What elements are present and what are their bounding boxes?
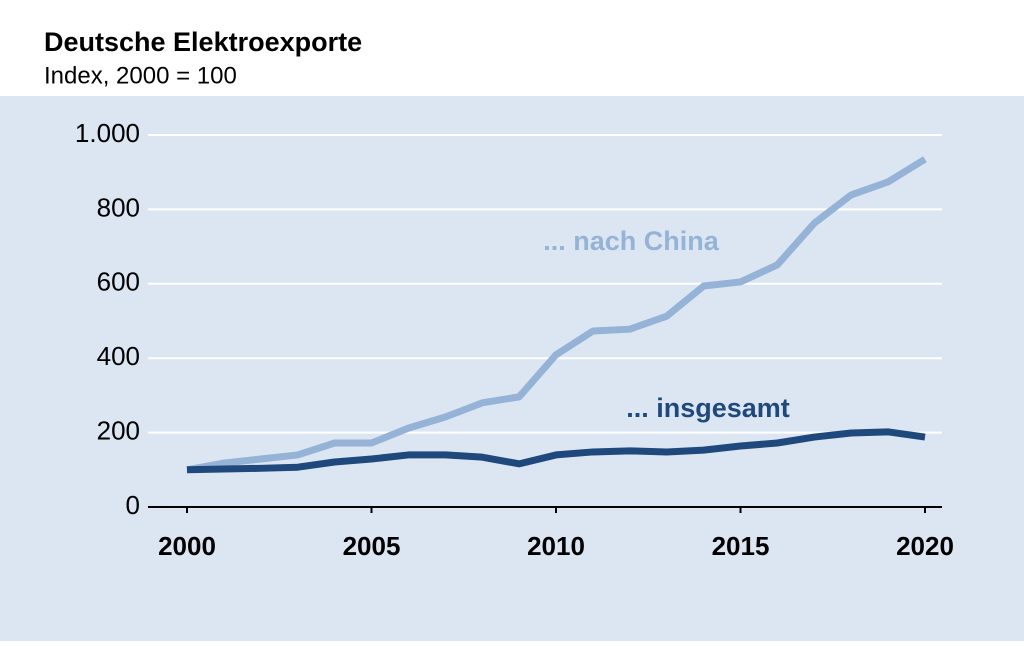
x-tick-label: 2000: [158, 531, 216, 561]
x-tick-label: 2010: [527, 531, 585, 561]
series-label: ... insgesamt: [626, 393, 790, 423]
chart-subtitle: Index, 2000 = 100: [44, 62, 237, 89]
x-tick-label: 2020: [896, 531, 954, 561]
y-tick-label: 200: [97, 415, 140, 445]
y-tick-label: 400: [97, 341, 140, 371]
y-tick-label: 0: [126, 490, 140, 520]
y-tick-label: 1.000: [75, 118, 140, 148]
series-line: [186, 428, 926, 474]
x-tick-label: 2005: [343, 531, 401, 561]
plot-background: [0, 96, 1024, 641]
series-label: ... nach China: [543, 226, 720, 256]
y-tick-label: 800: [97, 192, 140, 222]
x-tick-label: 2015: [712, 531, 770, 561]
y-tick-label: 600: [97, 267, 140, 297]
series-line: [186, 156, 927, 474]
chart-title: Deutsche Elektroexporte: [44, 27, 362, 57]
